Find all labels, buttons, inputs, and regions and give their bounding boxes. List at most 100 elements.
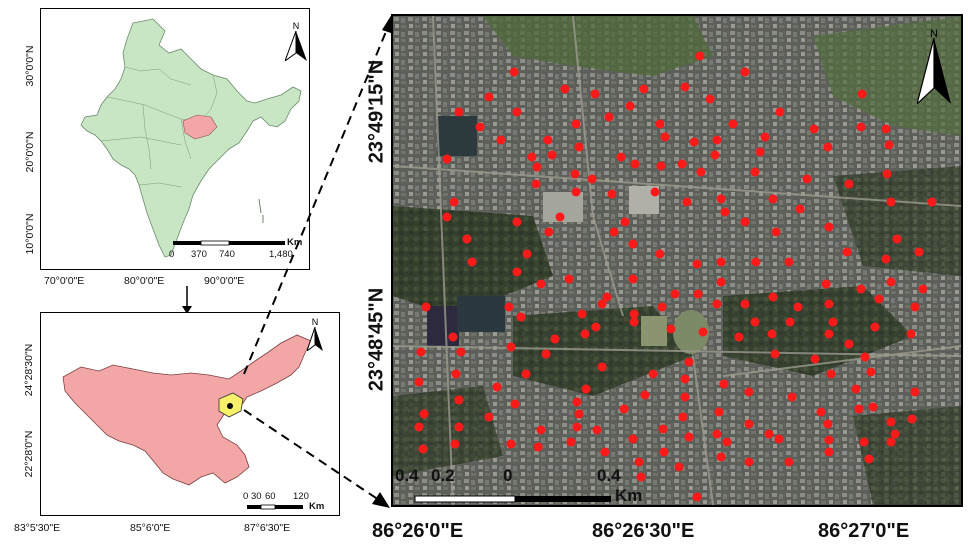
sample-point xyxy=(722,437,732,447)
sample-point xyxy=(770,349,780,359)
sample-point xyxy=(574,409,584,419)
sample-point xyxy=(456,347,466,357)
sample-point xyxy=(636,472,646,482)
sample-point xyxy=(560,84,570,94)
india-scale-label-0: 0 xyxy=(169,249,175,260)
sample-point xyxy=(744,419,754,429)
sample-point xyxy=(418,444,428,454)
sample-point xyxy=(886,197,896,207)
sample-point xyxy=(462,234,472,244)
sat-lat-tick-2: 23°48'45"N xyxy=(365,287,388,392)
sample-point xyxy=(543,135,553,145)
sample-point xyxy=(550,334,560,344)
sample-point xyxy=(580,329,590,339)
sample-point xyxy=(809,124,819,134)
sample-point xyxy=(416,347,426,357)
sample-point xyxy=(740,299,750,309)
sample-point xyxy=(821,279,831,289)
sample-point xyxy=(656,161,666,171)
sample-point xyxy=(607,189,617,199)
sample-point xyxy=(597,299,607,309)
sample-point xyxy=(628,239,638,249)
jh-scale-unit: Km xyxy=(309,501,325,512)
sample-point xyxy=(680,374,690,384)
sample-point xyxy=(587,174,597,184)
sample-point xyxy=(658,424,668,434)
sample-point xyxy=(720,207,730,217)
sample-point xyxy=(907,414,917,424)
sample-point xyxy=(571,119,581,129)
sample-point xyxy=(693,289,703,299)
sample-point xyxy=(657,302,667,312)
sample-point xyxy=(823,419,833,429)
sample-point xyxy=(892,234,902,244)
sample-point xyxy=(793,302,803,312)
sample-point xyxy=(414,422,424,432)
study-site-point xyxy=(227,403,233,409)
sample-point xyxy=(448,332,458,342)
sample-point xyxy=(547,150,557,160)
sample-point xyxy=(824,329,834,339)
sample-point xyxy=(810,354,820,364)
india-lon-tick-80: 80°0'0"E xyxy=(124,275,165,287)
sample-point xyxy=(509,67,519,77)
sample-point xyxy=(705,94,715,104)
jharkhand-scale-bar xyxy=(247,504,303,510)
sample-point xyxy=(712,135,722,145)
sample-point xyxy=(760,132,770,142)
sample-point xyxy=(910,387,920,397)
sample-point xyxy=(744,387,754,397)
sample-point xyxy=(859,437,869,447)
india-scale-label-3: 1,480 xyxy=(269,249,293,260)
sample-point xyxy=(824,435,834,445)
sample-point xyxy=(660,132,670,142)
sample-point xyxy=(816,407,826,417)
sample-point xyxy=(784,457,794,467)
india-landmass xyxy=(80,18,302,258)
sample-point xyxy=(881,124,891,134)
sample-point xyxy=(771,227,781,237)
india-map xyxy=(80,18,302,258)
sample-point xyxy=(414,377,424,387)
sample-point xyxy=(744,457,754,467)
india-scale-unit: Km xyxy=(287,237,303,248)
sample-point xyxy=(716,277,726,287)
sample-point xyxy=(442,154,452,164)
sample-point xyxy=(886,417,896,427)
sample-point xyxy=(854,404,864,414)
sample-point xyxy=(659,447,669,457)
sample-point xyxy=(716,452,726,462)
jh-scale-label-1: 30 xyxy=(251,491,262,502)
sample-point xyxy=(640,390,650,400)
sample-point xyxy=(906,329,916,339)
sample-point xyxy=(734,332,744,342)
sample-point xyxy=(864,454,874,464)
sample-point xyxy=(597,362,607,372)
sample-point xyxy=(866,367,876,377)
sample-point xyxy=(630,159,640,169)
sample-point xyxy=(881,254,891,264)
sample-point xyxy=(421,302,431,312)
sample-point xyxy=(680,82,690,92)
sample-point xyxy=(856,122,866,132)
jh-lon-tick-3: 87°6'30"E xyxy=(244,522,291,534)
sample-point xyxy=(695,51,705,61)
sample-point xyxy=(828,317,838,327)
sample-point xyxy=(521,369,531,379)
sample-point xyxy=(890,429,900,439)
sample-point xyxy=(750,317,760,327)
sample-point xyxy=(484,92,494,102)
jh-lon-tick-1: 83°5'30"E xyxy=(14,522,61,534)
sample-point xyxy=(719,379,729,389)
sample-point xyxy=(650,187,660,197)
sample-point xyxy=(716,194,726,204)
satellite-image xyxy=(393,16,961,505)
sample-point xyxy=(616,152,626,162)
sample-point xyxy=(628,434,638,444)
sample-point xyxy=(755,147,765,157)
sample-point xyxy=(592,425,602,435)
sample-point xyxy=(767,329,777,339)
sample-point xyxy=(527,152,537,162)
sample-point xyxy=(728,119,738,129)
sample-point xyxy=(574,142,584,152)
